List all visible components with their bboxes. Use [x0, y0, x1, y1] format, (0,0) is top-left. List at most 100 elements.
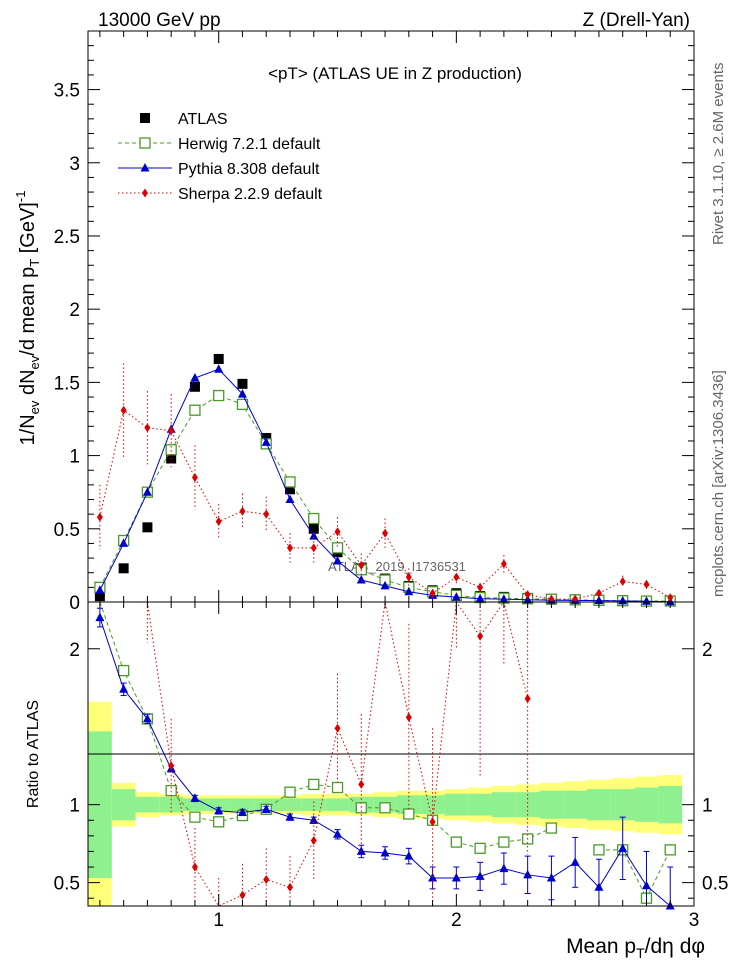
data-point [308, 523, 319, 534]
ratio-panel: 0.5 0.5 1 1 2 2 1 2 3 Ratio to ATLAS Mean pT/dη … [25, 600, 728, 961]
series-sherpa [96, 363, 674, 604]
ratio-point [261, 804, 271, 813]
ratio-point [263, 874, 270, 884]
ratio-point [475, 871, 485, 880]
ratio-point [142, 713, 152, 723]
data-point [189, 404, 201, 416]
band-green [587, 789, 611, 821]
data-point [380, 580, 390, 590]
ratio-series-herwig [99, 601, 676, 904]
data-point [477, 582, 484, 592]
data-point [214, 364, 224, 373]
ratio-point [214, 805, 224, 815]
data-point [331, 542, 344, 554]
data-point [237, 389, 247, 398]
data-point [120, 405, 127, 415]
ratio-point [379, 802, 391, 814]
ratio-y-tick-label: 2 [69, 640, 80, 661]
ratio-frame [87, 601, 695, 907]
ratio-point [308, 778, 320, 791]
ratio-point [451, 872, 461, 882]
ratio-point [237, 807, 247, 816]
data-point [333, 556, 343, 565]
ratio-series-sherpa [146, 600, 531, 907]
band-green [539, 790, 564, 819]
ratio-point [403, 808, 415, 820]
main-panel: 0 0.5 1 1.5 2 2.5 3 3.5 <pT> (ATLAS UE in Z pro… [13, 30, 695, 614]
ratio-series-pythia [95, 607, 675, 910]
legend-marker [140, 113, 150, 123]
ratio-point [190, 793, 200, 802]
x-tick-label: 3 [689, 910, 700, 931]
ratio-point [117, 664, 130, 677]
data-point [334, 527, 341, 537]
data-point [119, 538, 129, 547]
data-point [595, 588, 602, 598]
data-point [641, 596, 651, 605]
legend-label: Pythia 8.308 default [178, 161, 320, 178]
ratio-point [333, 829, 343, 838]
data-point [239, 506, 246, 516]
data-point [118, 563, 129, 574]
band-green [610, 789, 635, 821]
main-y-tick-label: 0.5 [54, 520, 80, 541]
band-green [135, 796, 160, 813]
data-point [191, 473, 198, 483]
ratio-point [95, 612, 105, 622]
data-point [287, 543, 293, 553]
chart-title: <pT> (ATLAS UE in Z production) [268, 64, 522, 83]
data-point [285, 484, 295, 495]
main-y-tick-labels: 0 0.5 1 1.5 2 2.5 3 3.5 [54, 81, 80, 614]
ratio-point [429, 817, 436, 827]
band-green [111, 789, 136, 821]
ratio-y-tick-label-right: 1 [702, 796, 713, 817]
ratio-line [598, 849, 671, 900]
ratio-point [380, 847, 390, 857]
ratio-point [285, 812, 295, 821]
main-y-tick-label: 3 [69, 154, 80, 175]
ratio-point [284, 786, 296, 798]
watermark-label: ATLAS_2019_I1736531 [328, 559, 466, 574]
ratio-point [450, 836, 463, 848]
band-green [230, 798, 255, 811]
band-green [515, 792, 540, 818]
band-green [159, 796, 184, 813]
legend-item: Herwig 7.2.1 default [118, 136, 321, 153]
legend-item: Sherpa 2.2.9 default [118, 186, 323, 203]
ratio-y-tick-label: 1 [69, 796, 80, 817]
legend-marker [140, 163, 150, 172]
data-point [405, 572, 412, 582]
ratio-point [309, 815, 319, 824]
data-point [500, 559, 507, 569]
data-point [475, 593, 485, 603]
band-green [634, 787, 659, 822]
ratio-y-axis-label: Ratio to ATLAS [25, 700, 42, 808]
ratio-y-tick-label-right: 0.5 [702, 874, 728, 895]
ratio-point [119, 684, 129, 693]
main-y-tick-label: 1.5 [54, 373, 80, 394]
ratio-point [239, 890, 246, 900]
ratio-point [404, 851, 414, 860]
ratio-point [191, 862, 198, 872]
data-point [168, 426, 175, 436]
ratio-y-tick-label-right: 2 [702, 640, 713, 661]
data-point [261, 437, 271, 446]
data-point [142, 522, 153, 533]
ratio-point [594, 882, 604, 891]
main-y-tick-label: 2 [69, 300, 80, 321]
ratio-point [546, 872, 556, 882]
data-point [524, 590, 531, 600]
data-point [643, 579, 650, 589]
data-point [144, 423, 151, 433]
data-point [285, 494, 295, 504]
header-right: Z (Drell-Yan) [583, 10, 690, 31]
ratio-point [664, 844, 676, 856]
header-left: 13000 GeV pp [98, 10, 221, 31]
ratio-point [331, 781, 344, 794]
ratio-point [405, 712, 412, 722]
legend: ATLAS Herwig 7.2.1 default Pythia 8.308 de… [118, 111, 323, 203]
band-green [658, 785, 683, 824]
data-point [358, 560, 365, 570]
ratio-point [545, 822, 558, 834]
ratio-point [618, 843, 628, 852]
